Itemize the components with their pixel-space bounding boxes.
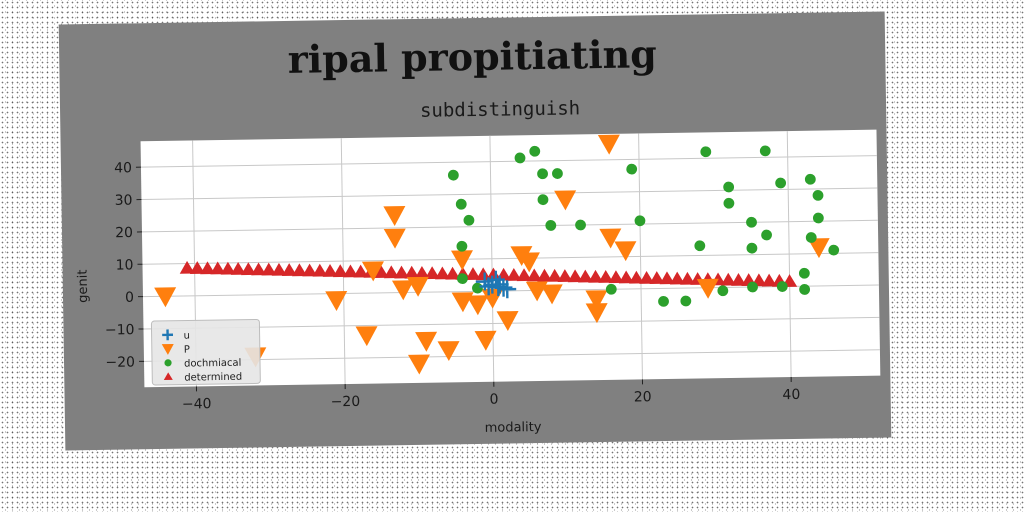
x-tick-label: −40	[182, 396, 212, 412]
y-tick-label: 10	[116, 257, 134, 273]
y-tick-label: 0	[125, 290, 134, 306]
x-tick-label: −20	[331, 394, 361, 410]
chart-title: ripal propitiating	[287, 31, 657, 82]
legend-label: u	[184, 330, 191, 341]
y-tick-label: 20	[115, 225, 133, 241]
figure-panel: ripal propitiating subdistinguish −40 −20…	[59, 12, 892, 451]
y-tick-label: −20	[105, 354, 135, 370]
legend-label: determined	[184, 372, 242, 384]
legend-label: dochmiacal	[184, 358, 242, 370]
y-tick-label: 30	[115, 193, 133, 209]
scatter-chart: ripal propitiating subdistinguish −40 −20…	[59, 12, 892, 451]
x-tick-label: 20	[634, 389, 652, 405]
y-tick-label: 40	[114, 160, 132, 176]
x-tick-label: 40	[782, 387, 800, 403]
legend-label: P	[184, 344, 190, 355]
chart-subtitle: subdistinguish	[420, 97, 580, 122]
y-tick-label: −10	[105, 322, 135, 338]
y-axis-label: genit	[76, 269, 92, 302]
x-tick-label: 0	[489, 392, 498, 408]
x-axis-label: modality	[485, 420, 542, 436]
